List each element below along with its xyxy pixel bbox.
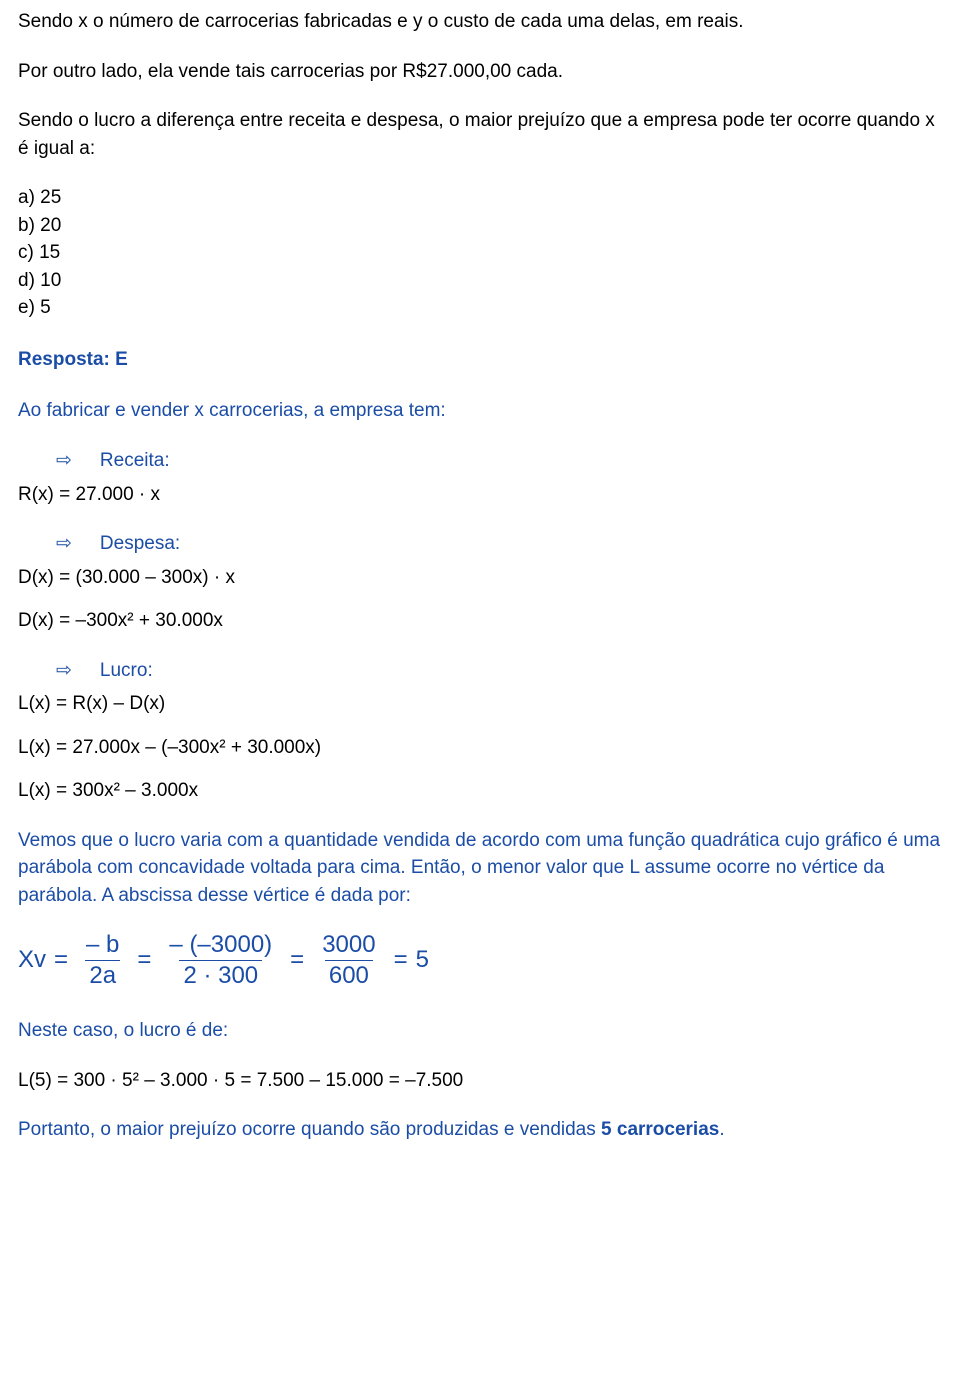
vertex-lhs: Xv <box>18 943 46 978</box>
parabola-explanation: Vemos que o lucro varia com a quantidade… <box>18 827 942 910</box>
fraction-3: 3000 600 <box>318 932 379 990</box>
arrow-icon: ⇨ <box>56 657 72 685</box>
despesa-row: ⇨ Despesa: <box>18 530 942 558</box>
question-paragraph: Sendo o lucro a diferença entre receita … <box>18 107 942 162</box>
L5-equation: L(5) = 300 · 5² – 3.000 · 5 = 7.500 – 15… <box>18 1067 942 1095</box>
fraction-2: – (–3000) 2 · 300 <box>165 932 276 990</box>
vertex-rhs: 5 <box>416 943 429 978</box>
intro-paragraph-1: Sendo x o número de carrocerias fabricad… <box>18 8 942 36</box>
final-suffix: . <box>719 1119 724 1140</box>
equals-sign: = <box>290 943 304 978</box>
receita-label: Receita: <box>100 447 170 475</box>
fraction-1: – b 2a <box>82 932 123 990</box>
option-e: e) 5 <box>18 294 942 322</box>
despesa-label: Despesa: <box>100 530 180 558</box>
lucro-equation-3: L(x) = 300x² – 3.000x <box>18 777 942 805</box>
option-c: c) 15 <box>18 239 942 267</box>
final-sentence: Portanto, o maior prejuízo ocorre quando… <box>18 1116 942 1144</box>
fraction-3-denominator: 600 <box>325 960 373 989</box>
fraction-3-numerator: 3000 <box>318 932 379 960</box>
explanation-lead: Ao fabricar e vender x carrocerias, a em… <box>18 397 942 425</box>
neste-caso-label: Neste caso, o lucro é de: <box>18 1017 942 1045</box>
despesa-equation-2: D(x) = –300x² + 30.000x <box>18 607 942 635</box>
fraction-1-denominator: 2a <box>85 960 120 989</box>
receita-equation: R(x) = 27.000 · x <box>18 481 942 509</box>
fraction-2-denominator: 2 · 300 <box>179 960 262 989</box>
equals-sign: = <box>54 943 68 978</box>
lucro-label: Lucro: <box>100 657 153 685</box>
arrow-icon: ⇨ <box>56 530 72 558</box>
fraction-2-numerator: – (–3000) <box>165 932 276 960</box>
answer-label: Resposta: E <box>18 346 942 374</box>
fraction-1-numerator: – b <box>82 932 123 960</box>
equals-sign: = <box>394 943 408 978</box>
lucro-equation-2: L(x) = 27.000x – (–300x² + 30.000x) <box>18 734 942 762</box>
equals-sign: = <box>137 943 151 978</box>
arrow-icon: ⇨ <box>56 447 72 475</box>
vertex-formula: Xv = – b 2a = – (–3000) 2 · 300 = 3000 6… <box>18 932 942 990</box>
despesa-equation-1: D(x) = (30.000 – 300x) · x <box>18 564 942 592</box>
lucro-equation-1: L(x) = R(x) – D(x) <box>18 690 942 718</box>
final-bold: 5 carrocerias <box>601 1119 719 1140</box>
intro-paragraph-2: Por outro lado, ela vende tais carroceri… <box>18 58 942 86</box>
option-b: b) 20 <box>18 212 942 240</box>
option-d: d) 10 <box>18 267 942 295</box>
option-a: a) 25 <box>18 184 942 212</box>
receita-row: ⇨ Receita: <box>18 447 942 475</box>
lucro-row: ⇨ Lucro: <box>18 657 942 685</box>
final-prefix: Portanto, o maior prejuízo ocorre quando… <box>18 1119 601 1140</box>
options-block: a) 25 b) 20 c) 15 d) 10 e) 5 <box>18 184 942 322</box>
